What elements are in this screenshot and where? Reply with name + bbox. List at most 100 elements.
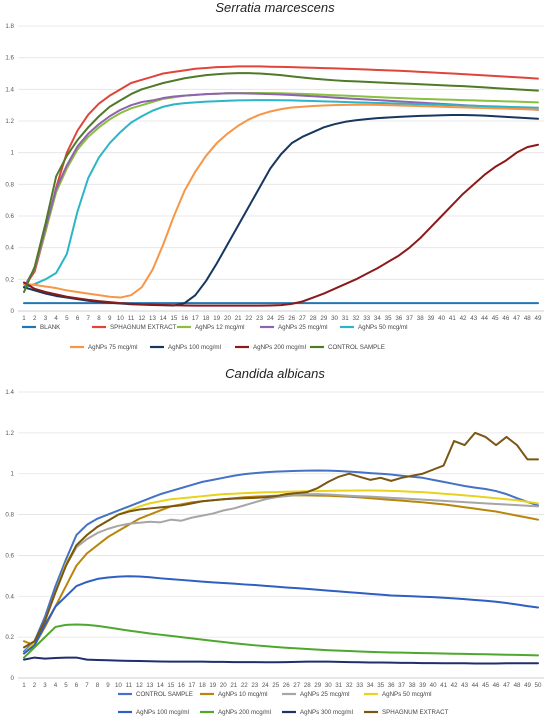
series-line [23,72,539,293]
x-tick-label: 19 [209,682,216,689]
x-tick-label: 38 [417,315,424,322]
x-tick-label: 3 [44,315,48,322]
x-tick-label: 5 [64,682,68,689]
legend-item: AgNPs 100 mcg/ml [150,344,221,351]
x-tick-label: 45 [482,682,489,689]
x-tick-label: 28 [304,682,311,689]
x-tick-label: 31 [342,315,349,322]
series-line [23,143,539,307]
legend-label: SPHAGNUM EXTRACT [110,324,177,331]
series-line [23,469,539,653]
legend-label: AgNPs 25 mcg/ml [300,691,350,698]
y-tick-label: 1 [11,471,15,478]
series-line [23,65,539,289]
y-tick-label: 0 [11,675,15,682]
x-tick-label: 36 [388,682,395,689]
x-tick-label: 26 [283,682,290,689]
x-tick-label: 27 [293,682,300,689]
x-tick-label: 49 [524,682,531,689]
x-tick-label: 8 [97,315,101,322]
legend-item: CONTROL SAMPLE [118,691,193,698]
legend-item: AgNPs 75 mcg/ml [70,344,138,351]
x-tick-label: 4 [54,315,58,322]
series-line [23,431,539,649]
x-tick-label: 31 [335,682,342,689]
x-tick-label: 16 [178,682,185,689]
x-tick-label: 37 [398,682,405,689]
x-tick-label: 13 [146,682,153,689]
y-tick-label: 1.8 [5,23,14,30]
x-tick-label: 33 [356,682,363,689]
y-tick-label: 0.2 [5,276,14,283]
x-tick-label: 18 [199,682,206,689]
x-tick-label: 40 [430,682,437,689]
y-tick-label: 1.6 [5,55,14,62]
x-tick-label: 17 [192,315,199,322]
x-tick-label: 21 [235,315,242,322]
legend-label: AgNPs 200 mcg/ml [253,344,306,351]
x-tick-label: 10 [115,682,122,689]
x-tick-label: 33 [363,315,370,322]
legend-item: AgNPs 50 mcg/ml [364,691,432,698]
legend-label: AgNPs 100 mcg/ml [168,344,221,351]
y-tick-label: 1.2 [5,118,14,125]
x-tick-label: 5 [65,315,69,322]
chart-1: Serratia marcescens 0 0.2 0.4 0.6 0.8 1 1.2 1.4 1… [5,0,544,351]
y-tick-label: 1.4 [5,389,14,396]
series-line [23,113,539,307]
legend-item: AgNPs 25 mcg/ml [282,691,350,698]
x-tick-label: 36 [395,315,402,322]
x-tick-label: 39 [427,315,434,322]
y-tick-label: 0.8 [5,181,14,188]
legend-label: CONTROL SAMPLE [136,691,193,698]
x-tick-label: 46 [493,682,500,689]
x-tick-label: 49 [535,315,542,322]
x-tick-label: 45 [492,315,499,322]
x-tick-label: 12 [136,682,143,689]
x-tick-label: 47 [503,682,510,689]
series-line [23,99,539,289]
x-tick-label: 37 [406,315,413,322]
x-tick-label: 14 [157,682,164,689]
x-tick-label: 6 [76,315,80,322]
x-tick-label: 11 [126,682,133,689]
x-tick-label: 38 [409,682,416,689]
x-tick-label: 35 [385,315,392,322]
x-tick-label: 25 [278,315,285,322]
series-line [23,656,539,665]
legend-item: AgNPs 300 mcg/ml [282,709,353,716]
y-tick-label: 0.2 [5,634,14,641]
x-tick-label: 50 [535,682,542,689]
legend-item: CONTROL SAMPLE [310,344,385,351]
series-line [23,91,539,289]
x-tick-label: 32 [353,315,360,322]
x-tick-label: 29 [314,682,321,689]
legend-item: AgNPs 200 mcg/ml [200,709,271,716]
x-tick-label: 35 [377,682,384,689]
y-tick-label: 0.4 [5,593,14,600]
legend-label: AgNPs 75 mcg/ml [88,344,138,351]
x-tick-label: 20 [220,682,227,689]
x-tick-label: 23 [256,315,263,322]
x-tick-label: 41 [449,315,456,322]
legend-item: AgNPs 100 mcg/ml [118,709,189,716]
x-tick-label: 10 [117,315,124,322]
x-tick-label: 15 [170,315,177,322]
x-tick-label: 19 [213,315,220,322]
legend-item: BLANK [22,324,61,331]
legend-item: SPHAGNUM EXTRACT [364,709,449,716]
x-tick-label: 46 [502,315,509,322]
y-tick-label: 0.4 [5,245,14,252]
y-tick-label: 1 [11,150,15,157]
legend-label: AgNPs 12 mcg/ml [195,324,245,331]
x-tick-label: 20 [224,315,231,322]
x-tick-label: 44 [472,682,479,689]
legend-item: AgNPs 10 mcg/ml [200,691,268,698]
x-tick-label: 43 [470,315,477,322]
x-tick-label: 48 [524,315,531,322]
x-tick-label: 43 [461,682,468,689]
y-tick-label: 0.8 [5,512,14,519]
